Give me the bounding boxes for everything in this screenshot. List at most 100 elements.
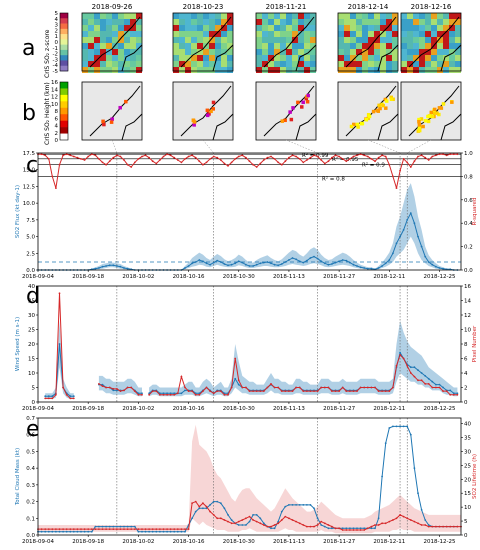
series-point (191, 517, 194, 520)
series-point (395, 364, 398, 367)
series-point (112, 525, 115, 528)
series-point (83, 528, 86, 530)
y-right-tick-label: 14 (464, 299, 471, 305)
colorbar-tick: 14 (51, 87, 58, 93)
series-point (90, 528, 93, 530)
series-point (302, 504, 305, 506)
series-point (112, 528, 115, 530)
colorbar-tick: 6 (55, 116, 59, 122)
y-right-axis-label: R-squared (472, 198, 478, 226)
series-point (417, 492, 419, 495)
series-point (209, 510, 212, 513)
series-point (259, 517, 262, 520)
series-point (359, 153, 362, 156)
series-point (370, 158, 373, 160)
series-point (309, 504, 312, 506)
map-b-1 (172, 81, 234, 141)
series-point (205, 161, 208, 164)
series-point (331, 156, 333, 159)
series-point (417, 369, 419, 371)
y-tick-label: 0.2 (26, 500, 35, 506)
y-tick-label: 40 (28, 284, 35, 290)
series-point (47, 158, 50, 160)
series-point (58, 530, 61, 533)
series-point (144, 154, 147, 157)
series-point (173, 528, 176, 530)
series-point (445, 154, 448, 157)
series-point (133, 528, 136, 530)
plot-frame (37, 417, 462, 536)
series-point (176, 530, 179, 533)
series-point (83, 159, 86, 161)
series-point (58, 528, 61, 530)
series-point (338, 155, 340, 158)
series-point (166, 530, 169, 533)
series-point (427, 261, 430, 263)
series-point (184, 158, 186, 160)
series-point (101, 161, 104, 164)
series-point (133, 161, 136, 164)
series-point (234, 158, 237, 160)
map-date-4: 2018-12-16 (411, 3, 452, 11)
series-point (427, 159, 430, 161)
y-axis-label: Wind Speed (m s-1) (15, 317, 21, 371)
map-a-2 (255, 12, 317, 73)
series-point (98, 267, 100, 269)
series-point (227, 393, 229, 396)
map-a-1 (172, 12, 234, 73)
series-point (306, 504, 308, 506)
y-right-tick-label: 15 (464, 491, 471, 497)
series-point (334, 390, 337, 392)
y-right-tick-label: 4 (464, 371, 468, 377)
series-point (395, 187, 398, 190)
series-point (159, 528, 161, 530)
series-point (130, 525, 133, 528)
x-tick-label: 2018-10-30 (223, 539, 255, 545)
series-point (402, 229, 405, 231)
series-point (384, 262, 387, 265)
y-right-tick-label: 40 (464, 422, 471, 428)
y-right-tick-label: 1.0 (464, 151, 473, 157)
series-point (280, 510, 283, 513)
series-point (438, 383, 441, 386)
colorbar-tick: 8 (55, 109, 59, 115)
series-point (427, 383, 430, 385)
series-point (176, 392, 179, 395)
series-point (116, 388, 118, 390)
series-point (241, 386, 244, 389)
series-point (331, 263, 333, 265)
series-point (51, 528, 54, 530)
series-point (381, 522, 383, 525)
y-tick-label: 35 (28, 299, 35, 305)
x-tick-label: 2018-11-13 (273, 406, 305, 412)
series-point (237, 155, 240, 158)
x-tick-label: 2018-10-30 (223, 406, 255, 412)
series-point (309, 390, 312, 392)
series-point (116, 154, 118, 157)
series-point (331, 527, 333, 530)
series-point (435, 383, 437, 386)
series-point (280, 390, 283, 392)
y-right-tick-label: 0.0 (464, 268, 473, 274)
series-point (137, 528, 140, 530)
series-point (40, 153, 43, 156)
series-point (323, 522, 326, 525)
colorbar-tick: 16 (51, 80, 58, 86)
series-point (431, 155, 434, 158)
series-point (230, 519, 233, 521)
series-point (273, 158, 276, 160)
series-point (352, 390, 355, 392)
series-point (295, 386, 297, 389)
y-right-tick-label: 0.2 (464, 245, 473, 251)
series-line-1 (38, 153, 458, 189)
series-point (306, 159, 308, 161)
series-point (180, 375, 183, 378)
series-point (320, 386, 323, 389)
series-point (277, 264, 280, 267)
series-point (112, 389, 115, 392)
series-point (306, 390, 308, 392)
series-point (438, 267, 441, 269)
series-point (230, 522, 233, 525)
series-point (284, 505, 287, 508)
